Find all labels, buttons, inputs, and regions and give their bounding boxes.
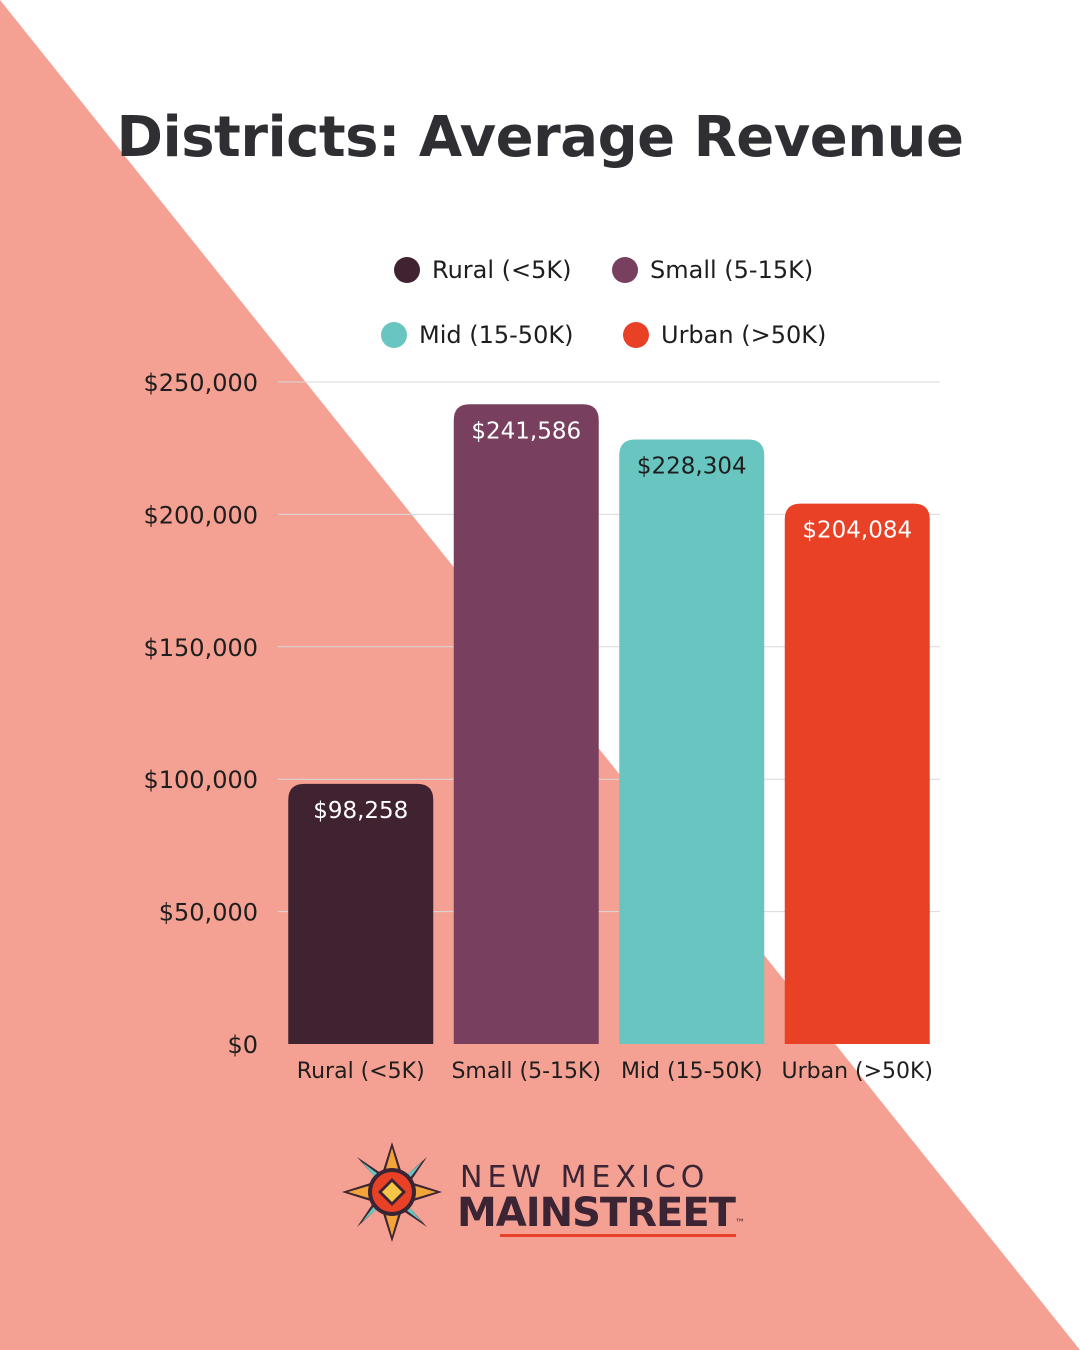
logo-text-mainstreet: MAINSTREET™ bbox=[457, 1190, 745, 1236]
compass-star-icon bbox=[342, 1142, 442, 1242]
x-tick-label: Rural (<5K) bbox=[297, 1059, 425, 1084]
legend-item-mid: Mid (15-50K) bbox=[381, 321, 573, 349]
legend-label-small: Small (5-15K) bbox=[650, 256, 814, 284]
y-tick-label: $50,000 bbox=[159, 899, 258, 927]
y-tick-label: $0 bbox=[227, 1031, 258, 1059]
logo-underline bbox=[500, 1234, 736, 1237]
x-tick-label: Urban (>50K) bbox=[781, 1059, 933, 1084]
y-axis-tick-labels: $0 $50,000 $100,000 $150,000 $200,000 $250,00… bbox=[143, 369, 258, 1059]
logo-text-new-mexico: NEW MEXICO bbox=[460, 1160, 710, 1195]
bar-3 bbox=[784, 503, 930, 1044]
y-tick-label: $100,000 bbox=[143, 766, 258, 794]
legend-label-mid: Mid (15-50K) bbox=[419, 321, 574, 349]
bar-1 bbox=[453, 404, 599, 1044]
value-labels: $98,258 $241,586 $228,304 $204,084 bbox=[313, 418, 912, 824]
x-axis-tick-labels: Rural (<5K) Small (5-15K) Mid (15-50K) Urba… bbox=[297, 1059, 933, 1084]
legend-swatch-urban bbox=[623, 322, 649, 348]
logo-wordmark: MAINSTREET bbox=[457, 1190, 736, 1236]
value-label: $228,304 bbox=[637, 453, 747, 479]
legend-item-rural: Rural (<5K) bbox=[394, 256, 572, 284]
value-label: $241,586 bbox=[471, 418, 581, 444]
x-tick-label: Mid (15-50K) bbox=[621, 1059, 763, 1084]
bars bbox=[288, 404, 930, 1044]
legend-item-urban: Urban (>50K) bbox=[623, 321, 826, 349]
bar-2 bbox=[619, 439, 765, 1044]
legend-label-rural: Rural (<5K) bbox=[432, 256, 572, 284]
bar-0 bbox=[288, 783, 434, 1044]
legend-label-urban: Urban (>50K) bbox=[661, 321, 827, 349]
y-tick-label: $250,000 bbox=[143, 369, 258, 397]
y-tick-label: $200,000 bbox=[143, 501, 258, 529]
legend-swatch-mid bbox=[381, 322, 407, 348]
legend-swatch-rural bbox=[394, 257, 420, 283]
chart-title: Districts: Average Revenue bbox=[116, 105, 964, 170]
y-tick-label: $150,000 bbox=[143, 634, 258, 662]
x-tick-label: Small (5-15K) bbox=[451, 1059, 601, 1084]
legend-swatch-small bbox=[612, 257, 638, 283]
new-mexico-mainstreet-logo: NEW MEXICO MAINSTREET™ bbox=[340, 1140, 745, 1245]
value-label: $98,258 bbox=[313, 798, 408, 824]
logo-trademark: ™ bbox=[734, 1218, 745, 1229]
value-label: $204,084 bbox=[802, 518, 912, 544]
legend-item-small: Small (5-15K) bbox=[612, 256, 813, 284]
